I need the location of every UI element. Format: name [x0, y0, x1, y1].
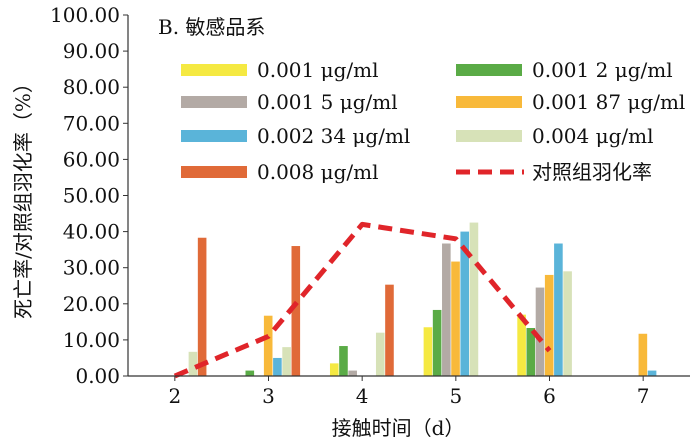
- y-tick-label-8: 80.00: [63, 75, 120, 99]
- legend-swatch-6: [181, 166, 247, 178]
- legend-label-4: 0.002 34 μg/ml: [257, 124, 410, 148]
- x-tick-label-3: 5: [449, 384, 462, 408]
- legend-label-3: 0.001 87 μg/ml: [532, 90, 685, 114]
- bar-s5-c1: [282, 347, 291, 376]
- bar-s5-c4: [563, 271, 572, 376]
- bar-s4-c1: [273, 357, 282, 376]
- y-tick-label-9: 90.00: [63, 39, 120, 63]
- legend-label-line: 对照组羽化率: [532, 160, 652, 184]
- bar-s1-c4: [526, 327, 536, 376]
- y-tick-label-4: 40.00: [63, 220, 120, 244]
- bar-s3-c5: [638, 333, 648, 376]
- bar-s5-c0: [188, 351, 198, 376]
- legend-label-0: 0.001 μg/ml: [257, 58, 379, 82]
- bar-s2-c3: [442, 243, 451, 376]
- bar-s5-c3: [469, 222, 479, 376]
- bar-s4-c4: [554, 243, 563, 376]
- bar-s5-c2: [375, 332, 385, 376]
- bar-s3-c4: [544, 274, 554, 376]
- y-tick-label-10: 100.00: [50, 3, 120, 27]
- bar-s6-c1: [291, 246, 301, 376]
- legend-label-5: 0.004 μg/ml: [532, 124, 654, 148]
- y-tick-label-2: 20.00: [63, 292, 120, 316]
- bar-s4-c5: [647, 370, 657, 376]
- control-emergence-line: [173, 221, 552, 379]
- bar-s0-c3: [423, 327, 433, 376]
- y-tick-label-6: 60.00: [63, 147, 120, 171]
- bar-s3-c3: [451, 261, 460, 376]
- x-tick-label-1: 3: [262, 384, 275, 408]
- y-tick-label-7: 70.00: [63, 111, 120, 135]
- bar-s2-c2: [348, 370, 357, 376]
- legend-swatch-3: [456, 96, 522, 108]
- x-tick-label-0: 2: [168, 384, 181, 408]
- chart-title: B. 敏感品系: [158, 15, 265, 39]
- bar-s2-c4: [535, 287, 545, 376]
- y-tick-label-0: 0.00: [75, 364, 120, 388]
- bar-s1-c3: [432, 309, 442, 376]
- bar-s0-c2: [329, 363, 339, 376]
- bar-s6-c0: [197, 237, 207, 376]
- y-tick-label-5: 50.00: [63, 184, 120, 208]
- y-tick-label-1: 10.00: [63, 328, 120, 352]
- bar-s4-c3: [460, 231, 470, 376]
- y-axis-label: 死亡率/对照组羽化率（%）: [11, 73, 35, 319]
- bar-s1-c2: [339, 346, 348, 376]
- legend-swatch-0: [181, 64, 247, 76]
- y-tick-label-3: 30.00: [63, 256, 120, 280]
- x-axis-label: 接触时间（d）: [332, 416, 465, 440]
- bar-s6-c2: [385, 284, 394, 376]
- legend-label-2: 0.001 5 μg/ml: [257, 90, 398, 114]
- x-tick-label-2: 4: [356, 384, 369, 408]
- legend-swatch-1: [456, 64, 522, 76]
- bar-s1-c1: [245, 370, 255, 376]
- legend-label-6: 0.008 μg/ml: [257, 160, 379, 184]
- bar-s3-c1: [263, 315, 273, 376]
- x-tick-label-4: 6: [543, 384, 556, 408]
- legend-swatch-4: [181, 130, 247, 142]
- legend-swatch-5: [456, 130, 522, 142]
- legend-label-1: 0.001 2 μg/ml: [532, 58, 673, 82]
- legend-swatch-2: [181, 96, 247, 108]
- x-tick-label-5: 7: [637, 384, 650, 408]
- bar-s0-c4: [517, 314, 526, 376]
